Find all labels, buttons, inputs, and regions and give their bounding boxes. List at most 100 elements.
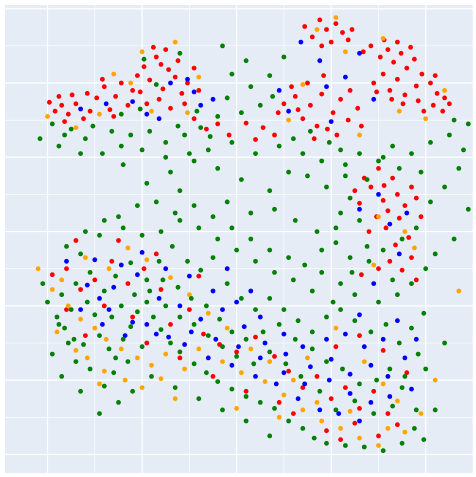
scatter-point — [160, 277, 166, 283]
scatter-point — [177, 314, 183, 320]
scatter-point — [359, 123, 364, 129]
scatter-point — [366, 229, 372, 235]
scatter-point — [393, 242, 398, 248]
scatter-point — [100, 76, 105, 82]
scatter-point — [357, 333, 362, 338]
scatter-point — [390, 277, 395, 283]
scatter-point — [357, 381, 362, 387]
scatter-point — [101, 368, 107, 374]
scatter-point — [243, 418, 249, 424]
scatter-point — [286, 255, 291, 260]
scatter-point — [229, 329, 235, 335]
scatter-point — [205, 333, 211, 338]
scatter-point — [196, 346, 202, 352]
scatter-point — [380, 336, 386, 342]
scatter-point — [185, 110, 190, 116]
scatter-point — [49, 272, 55, 278]
scatter-point — [196, 74, 202, 80]
scatter-point — [286, 169, 291, 175]
scatter-point — [144, 180, 150, 186]
scatter-point — [418, 169, 424, 175]
scatter-point — [215, 166, 221, 171]
scatter-point — [272, 406, 277, 411]
scatter-point — [395, 39, 400, 45]
scatter-point — [149, 362, 154, 368]
scatter-point — [158, 287, 164, 292]
scatter-point — [364, 244, 370, 249]
scatter-point — [357, 218, 362, 223]
scatter-point — [308, 364, 313, 370]
scatter-point — [128, 132, 134, 138]
scatter-point — [194, 108, 200, 114]
scatter-point — [451, 236, 457, 242]
scatter-point — [158, 62, 164, 67]
scatter-point — [147, 128, 153, 134]
scatter-point — [135, 272, 140, 278]
scatter-point — [371, 96, 377, 102]
scatter-point — [319, 158, 325, 164]
scatter-point — [311, 136, 317, 142]
scatter-point — [139, 250, 145, 255]
scatter-point — [385, 411, 391, 416]
scatter-point — [366, 258, 372, 264]
scatter-point — [198, 125, 204, 130]
scatter-point — [196, 273, 202, 279]
scatter-point — [347, 88, 353, 93]
scatter-point — [73, 348, 79, 353]
scatter-point — [376, 166, 381, 171]
scatter-point — [276, 322, 282, 327]
scatter-point — [205, 310, 211, 316]
scatter-point — [54, 314, 60, 320]
scatter-point — [451, 117, 457, 123]
scatter-point — [440, 108, 446, 114]
scatter-point — [253, 334, 258, 340]
scatter-point — [92, 325, 98, 331]
scatter-point — [109, 314, 115, 320]
scatter-point — [239, 370, 244, 376]
scatter-point — [109, 258, 115, 264]
scatter-point — [300, 344, 306, 350]
scatter-point — [390, 403, 395, 409]
scatter-point — [272, 354, 277, 359]
scatter-point — [324, 359, 329, 364]
scatter-point — [191, 203, 197, 209]
scatter-point — [408, 44, 413, 50]
scatter-point — [357, 418, 362, 424]
scatter-point — [319, 91, 325, 97]
scatter-point — [196, 396, 202, 402]
scatter-point — [205, 355, 211, 361]
scatter-point — [333, 225, 339, 231]
scatter-point — [139, 147, 145, 153]
scatter-point — [418, 214, 424, 220]
scatter-point — [182, 101, 188, 107]
scatter-point — [101, 218, 107, 223]
scatter-point — [324, 84, 329, 90]
scatter-point — [409, 281, 414, 286]
scatter-point — [309, 346, 315, 352]
scatter-point — [220, 359, 225, 364]
scatter-point — [78, 307, 83, 312]
scatter-point — [198, 267, 204, 273]
scatter-point — [120, 225, 126, 231]
scatter-point — [169, 244, 175, 249]
scatter-point — [317, 388, 323, 394]
scatter-point — [56, 94, 62, 99]
scatter-point — [97, 411, 102, 416]
scatter-point — [153, 199, 159, 205]
scatter-point — [215, 236, 221, 242]
scatter-point — [132, 292, 137, 298]
scatter-point — [64, 307, 69, 312]
scatter-point — [333, 344, 339, 350]
scatter-point — [291, 411, 296, 416]
scatter-point — [357, 50, 362, 56]
scatter-point — [275, 110, 281, 116]
scatter-point — [204, 370, 209, 376]
scatter-point — [210, 96, 216, 102]
scatter-point — [106, 307, 112, 312]
scatter-point — [116, 400, 121, 405]
scatter-point — [144, 257, 150, 263]
scatter-point — [49, 351, 55, 357]
scatter-point — [368, 400, 374, 405]
scatter-point — [387, 221, 393, 227]
scatter-point — [116, 238, 121, 243]
